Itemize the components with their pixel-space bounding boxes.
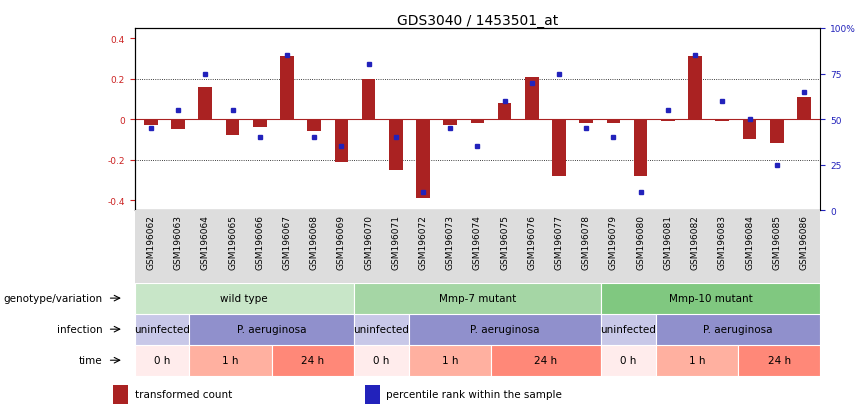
Text: genotype/variation: genotype/variation [3, 293, 102, 304]
Text: time: time [79, 355, 102, 366]
Bar [389, 120, 403, 170]
Text: GSM196071: GSM196071 [391, 214, 400, 269]
Bar [416, 120, 430, 199]
Bar [655, 345, 738, 376]
Text: 1 h: 1 h [222, 355, 239, 366]
Bar [601, 314, 655, 345]
Text: 0 h: 0 h [620, 355, 636, 366]
Text: uninfected: uninfected [601, 324, 656, 335]
Text: GSM196086: GSM196086 [799, 214, 808, 269]
Text: GSM196081: GSM196081 [663, 214, 673, 269]
Text: percentile rank within the sample: percentile rank within the sample [386, 389, 562, 399]
Text: GSM196077: GSM196077 [555, 214, 563, 269]
Bar [144, 120, 158, 126]
Text: wild type: wild type [220, 293, 268, 304]
Bar [135, 283, 354, 314]
Text: GSM196080: GSM196080 [636, 214, 645, 269]
Bar [738, 345, 820, 376]
Text: infection: infection [56, 324, 102, 335]
Text: GSM196085: GSM196085 [773, 214, 781, 269]
Bar [715, 120, 729, 122]
Text: GSM196082: GSM196082 [691, 214, 700, 269]
Text: GSM196075: GSM196075 [500, 214, 510, 269]
Text: GSM196069: GSM196069 [337, 214, 345, 269]
Bar [661, 120, 674, 122]
Bar [226, 120, 240, 136]
Bar [409, 314, 601, 345]
Bar [189, 314, 354, 345]
Text: Mmp-7 mutant: Mmp-7 mutant [439, 293, 516, 304]
Bar [444, 120, 457, 126]
Bar [135, 345, 189, 376]
Bar [743, 120, 756, 140]
Bar [354, 283, 601, 314]
Text: uninfected: uninfected [134, 324, 190, 335]
Text: P. aeruginosa: P. aeruginosa [703, 324, 773, 335]
Text: P. aeruginosa: P. aeruginosa [470, 324, 540, 335]
Bar [307, 120, 321, 132]
Bar [797, 97, 811, 120]
Text: Mmp-10 mutant: Mmp-10 mutant [668, 293, 753, 304]
Bar [135, 314, 189, 345]
Bar [171, 120, 185, 130]
Text: 0 h: 0 h [154, 355, 170, 366]
Bar [199, 88, 212, 120]
Bar [688, 57, 702, 120]
Bar [362, 79, 375, 120]
Bar [354, 345, 409, 376]
Text: GSM196073: GSM196073 [445, 214, 455, 269]
Bar [655, 314, 820, 345]
Bar [607, 120, 621, 124]
Text: GSM196084: GSM196084 [745, 214, 754, 269]
Text: 24 h: 24 h [535, 355, 557, 366]
Text: 0 h: 0 h [373, 355, 390, 366]
Bar [470, 120, 484, 124]
Bar [601, 345, 655, 376]
Bar [409, 345, 491, 376]
Bar [770, 120, 784, 144]
Text: 1 h: 1 h [688, 355, 705, 366]
Bar [601, 283, 820, 314]
Text: GSM196066: GSM196066 [255, 214, 264, 269]
Bar [552, 120, 566, 176]
Text: 24 h: 24 h [767, 355, 791, 366]
Text: GSM196074: GSM196074 [473, 214, 482, 269]
Text: GSM196079: GSM196079 [609, 214, 618, 269]
Text: GSM196068: GSM196068 [310, 214, 319, 269]
Text: GSM196067: GSM196067 [282, 214, 292, 269]
Bar [498, 104, 511, 120]
Bar [525, 77, 539, 120]
Text: GSM196063: GSM196063 [174, 214, 182, 269]
Bar [634, 120, 648, 176]
Text: transformed count: transformed count [135, 389, 232, 399]
Bar [272, 345, 354, 376]
Text: GSM196070: GSM196070 [364, 214, 373, 269]
Text: GSM196078: GSM196078 [582, 214, 591, 269]
Text: GSM196062: GSM196062 [147, 214, 155, 269]
Bar [189, 345, 272, 376]
Text: GSM196072: GSM196072 [418, 214, 427, 269]
Text: 1 h: 1 h [442, 355, 458, 366]
Text: GSM196065: GSM196065 [228, 214, 237, 269]
Text: uninfected: uninfected [353, 324, 410, 335]
Text: GSM196064: GSM196064 [201, 214, 210, 269]
Bar [253, 120, 266, 128]
Text: P. aeruginosa: P. aeruginosa [237, 324, 306, 335]
Bar [280, 57, 293, 120]
Bar [580, 120, 593, 124]
Title: GDS3040 / 1453501_at: GDS3040 / 1453501_at [397, 14, 558, 28]
Bar [113, 385, 128, 404]
Bar [354, 314, 409, 345]
Text: GSM196076: GSM196076 [528, 214, 536, 269]
Text: GSM196083: GSM196083 [718, 214, 727, 269]
Bar [334, 120, 348, 162]
Text: 24 h: 24 h [301, 355, 325, 366]
Bar [365, 385, 380, 404]
Bar [491, 345, 601, 376]
